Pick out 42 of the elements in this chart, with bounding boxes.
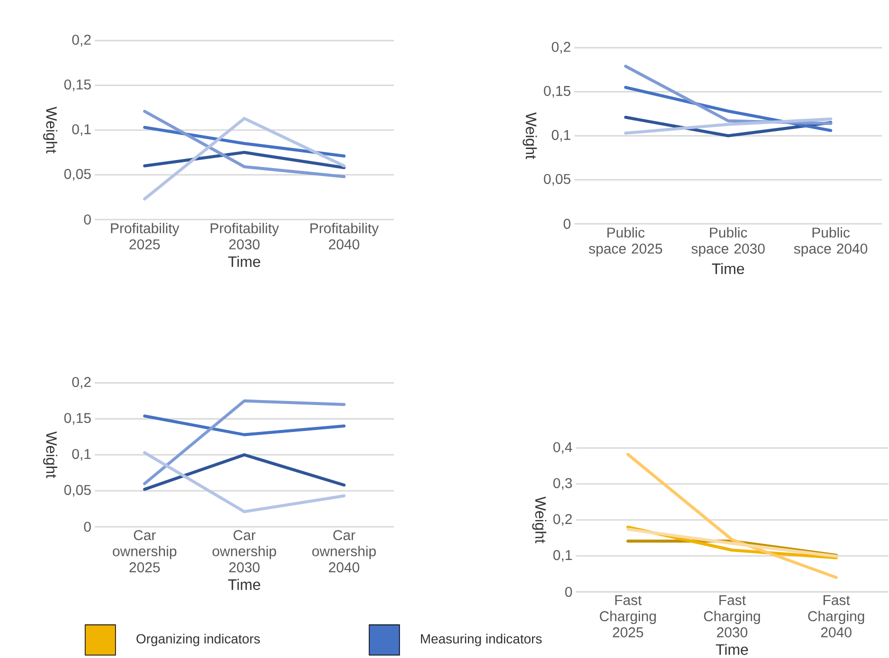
y-tick-label: 0,2 xyxy=(552,42,570,54)
y-tick-label: 0,2 xyxy=(553,514,572,526)
x-tick-label: Car ownership 2025 xyxy=(112,530,176,572)
y-axis-title: Weight xyxy=(43,106,58,154)
x-tick-label: Profitability 2025 xyxy=(111,222,180,250)
y-tick-label: 0,05 xyxy=(544,174,570,186)
y-tick-label: 0,3 xyxy=(553,478,572,490)
x-tick-label: Public space 2040 xyxy=(794,227,868,256)
y-tick-label: 0,2 xyxy=(72,376,91,389)
y-tick-label: 0,1 xyxy=(553,550,572,562)
x-axis-title: Time xyxy=(716,644,748,655)
x-tick-label: Car ownership 2040 xyxy=(312,530,376,572)
x-axis-title: Time xyxy=(712,262,744,274)
y-tick-label: 0,15 xyxy=(64,79,91,92)
x-tick-label: Profitability 2040 xyxy=(310,222,379,250)
y-tick-label: 0,1 xyxy=(72,124,91,136)
y-tick-label: 0,05 xyxy=(64,168,91,181)
y-tick-label: 0,15 xyxy=(64,412,91,425)
category-label: Organizing indicators xyxy=(136,634,260,646)
y-tick-label: 0,05 xyxy=(64,484,91,497)
y-tick-label: 0,2 xyxy=(72,34,91,46)
category-label: Measuring indicators xyxy=(420,634,542,646)
y-tick-label: 0,1 xyxy=(552,130,570,142)
y-axis-title: Weight xyxy=(522,112,537,160)
y-tick-label: 0 xyxy=(84,522,91,532)
x-tick-label: Public space 2025 xyxy=(588,227,662,256)
x-axis-title: Time xyxy=(228,256,260,267)
x-axis-title: Time xyxy=(228,578,260,590)
y-axis-title: Weight xyxy=(43,431,58,478)
y-tick-label: 0 xyxy=(564,218,570,229)
x-tick-label: Car ownership 2030 xyxy=(212,530,276,572)
x-tick-label: Public space 2030 xyxy=(691,227,765,256)
x-tick-label: Fast Charging 2040 xyxy=(808,595,864,638)
x-tick-label: Fast Charging 2030 xyxy=(704,595,760,638)
y-tick-label: 0,4 xyxy=(553,442,572,454)
y-tick-label: 0 xyxy=(565,586,572,597)
y-tick-label: 0 xyxy=(84,214,91,225)
x-tick-label: Profitability 2030 xyxy=(210,222,280,250)
y-axis-title: Weight xyxy=(532,496,546,544)
x-tick-label: Fast Charging 2025 xyxy=(600,595,656,638)
y-tick-label: 0,15 xyxy=(544,86,570,98)
y-tick-label: 0,1 xyxy=(72,448,91,461)
